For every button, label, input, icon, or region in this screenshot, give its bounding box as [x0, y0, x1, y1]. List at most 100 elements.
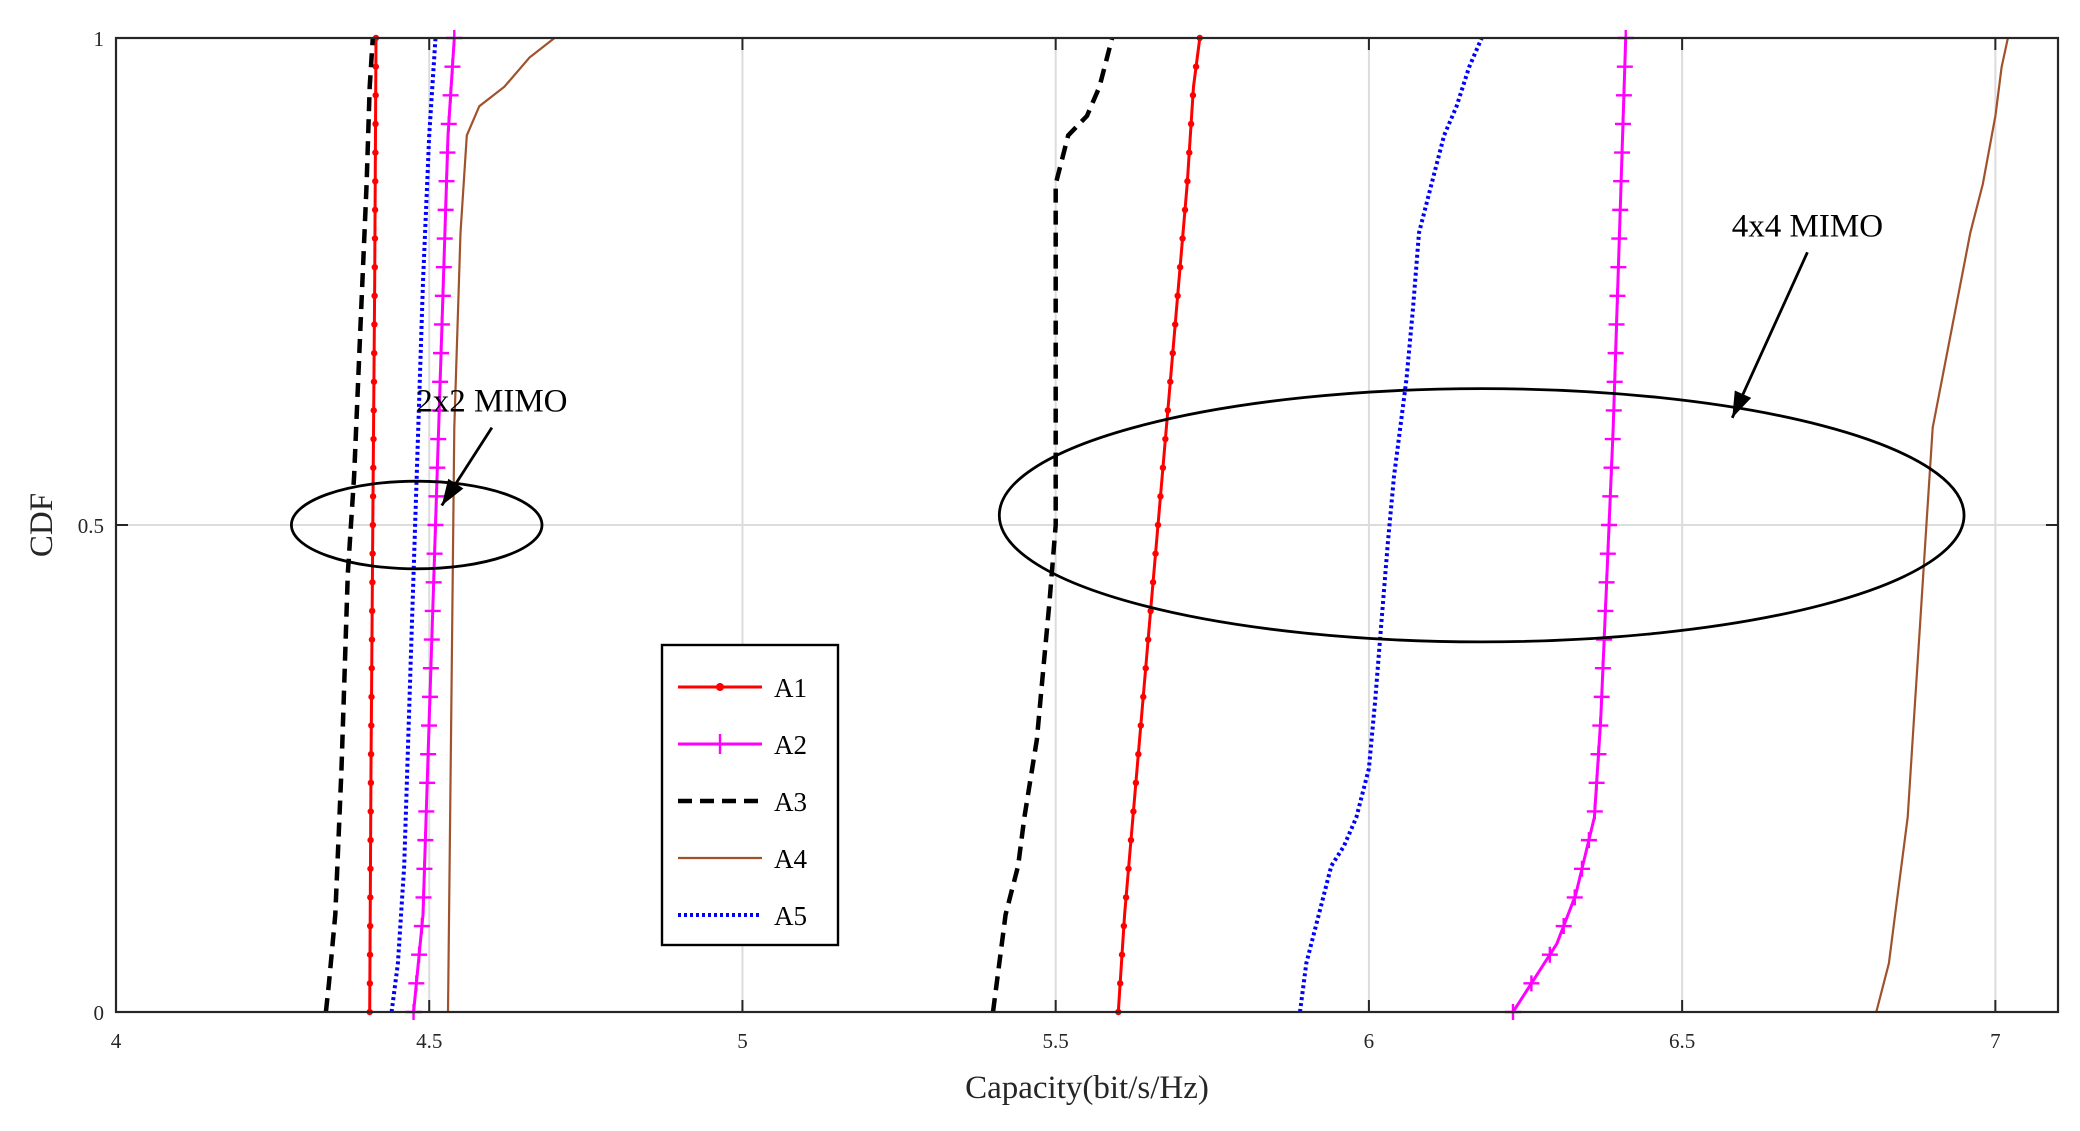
data-point	[369, 521, 377, 529]
data-point	[1607, 345, 1624, 362]
data-point	[425, 574, 442, 591]
data-point	[1604, 431, 1621, 448]
data-point	[1616, 58, 1633, 75]
data-point	[1181, 206, 1189, 214]
data-point	[1592, 717, 1609, 734]
series-A4-4x4	[1875, 37, 2009, 1013]
data-point	[1566, 889, 1583, 906]
legend-marker	[710, 734, 730, 754]
series-line	[1875, 37, 2009, 1013]
data-point	[1573, 860, 1590, 877]
data-point	[1149, 579, 1157, 586]
data-point	[420, 746, 437, 763]
x-tick-label: 6.5	[1669, 1029, 1695, 1053]
legend-label: A5	[774, 901, 807, 931]
annotation-ellipse	[997, 387, 1966, 644]
data-point	[370, 378, 378, 385]
data-point	[1590, 746, 1607, 763]
data-point	[1588, 774, 1605, 791]
data-point	[427, 517, 444, 533]
data-point	[367, 894, 374, 901]
data-point	[1184, 178, 1191, 185]
axis-ticks: 4 4.5 5 5.5 6 6.5 7 0 0.5 1	[78, 27, 2058, 1053]
data-point	[1171, 321, 1179, 328]
data-point	[372, 149, 379, 156]
data-point	[1597, 602, 1614, 619]
x-tick-label: 7	[1990, 1029, 2001, 1053]
data-point	[431, 402, 448, 419]
data-point	[422, 660, 439, 677]
data-point	[369, 493, 377, 500]
legend-label: A4	[774, 844, 807, 874]
data-point	[1154, 521, 1162, 529]
data-point	[1137, 722, 1145, 729]
series-A1-2x2	[366, 34, 380, 1016]
data-point	[1186, 149, 1193, 156]
series-A5-2x2	[389, 37, 438, 1013]
data-point	[370, 464, 377, 471]
data-point	[413, 918, 430, 935]
annotation-arrowhead	[1732, 390, 1752, 418]
y-axis-label: CDF	[24, 493, 60, 557]
data-point	[435, 259, 452, 276]
data-point	[1142, 665, 1149, 672]
series-A2-2x2	[405, 30, 463, 1020]
x-axis-label: Capacity(bit/s/Hz)	[965, 1070, 1209, 1106]
data-point	[370, 349, 378, 357]
data-point	[1609, 287, 1626, 304]
data-point	[367, 750, 375, 758]
data-point	[1169, 349, 1176, 357]
data-point	[372, 120, 379, 128]
data-point	[1147, 607, 1154, 615]
data-point	[1118, 951, 1126, 958]
series-line	[389, 37, 438, 1013]
data-point	[368, 665, 375, 672]
data-point	[426, 545, 443, 562]
legend-entry-A4: A4	[678, 844, 807, 874]
annotation-2x2: 2x2 MIMO	[290, 384, 568, 571]
legend-box	[660, 643, 840, 947]
data-point	[369, 550, 376, 557]
data-point	[1179, 235, 1186, 242]
data-point	[432, 373, 449, 390]
data-point	[433, 316, 450, 333]
x-tick-label: 5	[737, 1029, 748, 1053]
data-point	[1605, 402, 1622, 419]
legend-label: A1	[774, 673, 807, 703]
data-point	[1555, 918, 1572, 935]
data-point	[1606, 373, 1623, 390]
data-point	[371, 206, 379, 214]
series-A3-4x4	[990, 37, 1115, 1013]
annotation-4x4: 4x4 MIMO	[997, 208, 1966, 644]
series-A1-4x4	[1115, 34, 1203, 1016]
data-point	[442, 87, 459, 104]
data-point	[1541, 946, 1558, 963]
data-point	[1127, 836, 1135, 844]
data-point	[438, 173, 455, 190]
data-point	[368, 636, 376, 643]
legend-entry-A1: A1	[678, 673, 807, 703]
data-point	[423, 631, 440, 648]
data-point	[415, 889, 432, 906]
data-point	[1125, 865, 1132, 872]
data-point	[369, 579, 376, 586]
annotation-label: 2x2 MIMO	[416, 384, 567, 420]
legend-label: A3	[774, 787, 807, 817]
data-point	[1135, 750, 1142, 758]
data-point	[1187, 120, 1195, 128]
x-tick-label: 6	[1364, 1029, 1375, 1053]
legend: A1 A2 A3 A4 A5	[660, 643, 840, 947]
series-line	[446, 37, 556, 1013]
series-A3-2x2	[323, 37, 376, 1013]
data-point	[1615, 87, 1632, 104]
y-tick-label: 0.5	[78, 514, 104, 538]
data-point	[1613, 173, 1630, 190]
data-point	[1192, 63, 1200, 70]
data-point	[1594, 660, 1611, 677]
data-point	[411, 946, 428, 963]
data-point	[428, 488, 445, 505]
data-point	[1176, 263, 1184, 271]
data-point	[440, 115, 457, 132]
data-point	[421, 717, 438, 734]
